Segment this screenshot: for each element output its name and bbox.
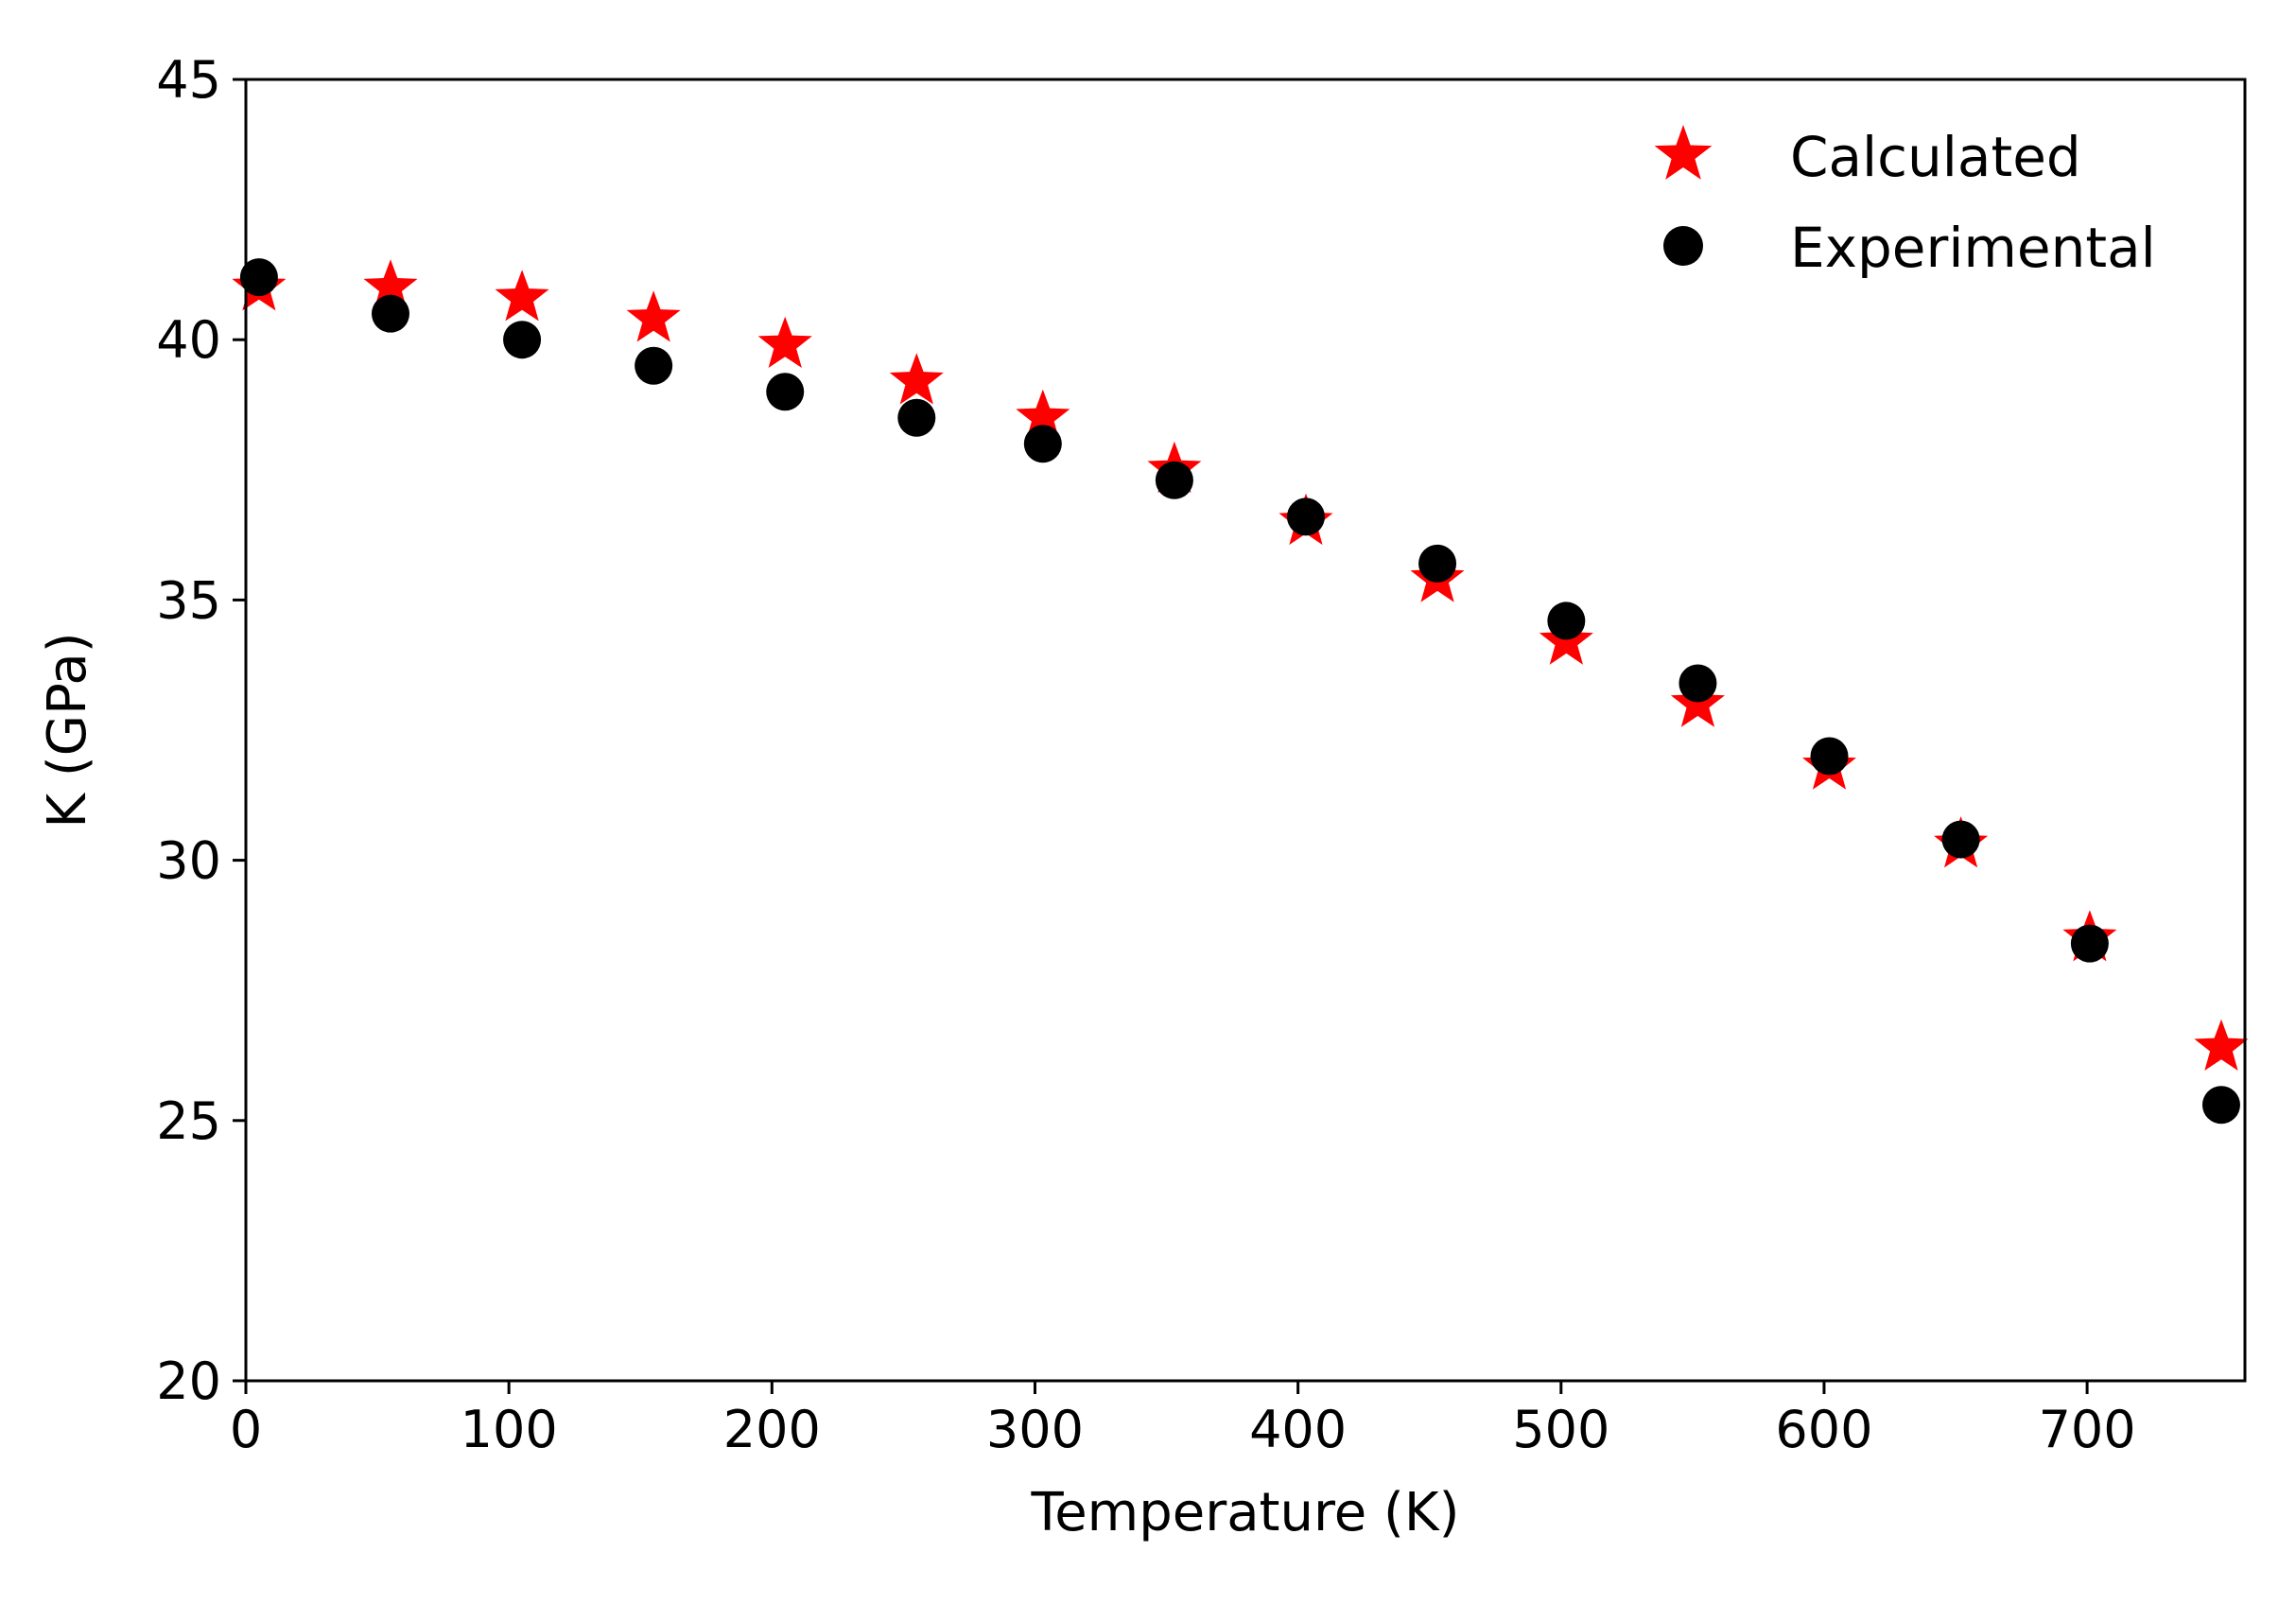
legend-marker-experimental bbox=[1663, 226, 1703, 266]
x-tick-label: 500 bbox=[1512, 1400, 1609, 1459]
x-tick-label: 300 bbox=[986, 1400, 1084, 1459]
x-tick-label: 600 bbox=[1775, 1400, 1872, 1459]
experimental-point bbox=[503, 321, 542, 359]
y-tick-label: 40 bbox=[156, 310, 221, 370]
y-tick-label: 45 bbox=[156, 50, 221, 110]
legend-circle-icon bbox=[1663, 226, 1703, 266]
experimental-point bbox=[766, 373, 805, 411]
legend-marker-calculated bbox=[1654, 125, 1713, 180]
experimental-point bbox=[371, 294, 409, 333]
x-tick-label: 400 bbox=[1249, 1400, 1347, 1459]
legend: Calculated Experimental bbox=[1654, 125, 2156, 280]
experimental-point bbox=[2070, 924, 2109, 963]
x-axis-ticks: 0 100 200 300 400 500 600 700 bbox=[230, 1381, 2136, 1459]
experimental-point bbox=[1679, 664, 1717, 703]
experimental-point bbox=[635, 346, 673, 385]
experimental-point bbox=[1155, 461, 1193, 499]
calculated-point bbox=[495, 270, 549, 322]
x-tick-label: 100 bbox=[461, 1400, 558, 1459]
y-tick-label: 35 bbox=[156, 570, 221, 630]
calculated-point bbox=[757, 316, 812, 368]
calculated-point bbox=[363, 259, 418, 311]
experimental-point bbox=[1023, 425, 1062, 463]
experimental-point bbox=[2201, 1086, 2240, 1125]
x-axis-label: Temperature (K) bbox=[1031, 1482, 1460, 1543]
series-experimental bbox=[239, 258, 2240, 1125]
experimental-point bbox=[1547, 602, 1586, 640]
experimental-point bbox=[1941, 820, 1980, 859]
y-axis-ticks: 20 25 30 35 40 45 bbox=[156, 50, 246, 1411]
x-tick-label: 0 bbox=[230, 1400, 262, 1459]
experimental-point bbox=[1286, 497, 1325, 536]
experimental-point bbox=[1810, 737, 1849, 776]
y-tick-label: 30 bbox=[156, 831, 221, 891]
x-tick-label: 200 bbox=[723, 1400, 821, 1459]
experimental-point bbox=[1418, 544, 1457, 583]
plot-frame bbox=[244, 78, 2247, 1383]
calculated-point bbox=[889, 353, 944, 405]
legend-label-experimental: Experimental bbox=[1790, 216, 2156, 280]
y-tick-label: 25 bbox=[156, 1091, 221, 1151]
legend-label-calculated: Calculated bbox=[1790, 125, 2081, 189]
y-axis-label: K (GPa) bbox=[37, 632, 98, 828]
legend-star-icon bbox=[1654, 125, 1713, 180]
calculated-point bbox=[1016, 389, 1070, 441]
calculated-point bbox=[626, 290, 681, 342]
y-tick-label: 20 bbox=[156, 1351, 221, 1411]
calculated-point bbox=[2194, 1019, 2249, 1071]
x-tick-label: 700 bbox=[2039, 1400, 2136, 1459]
experimental-point bbox=[897, 398, 936, 437]
experimental-point bbox=[239, 258, 278, 297]
